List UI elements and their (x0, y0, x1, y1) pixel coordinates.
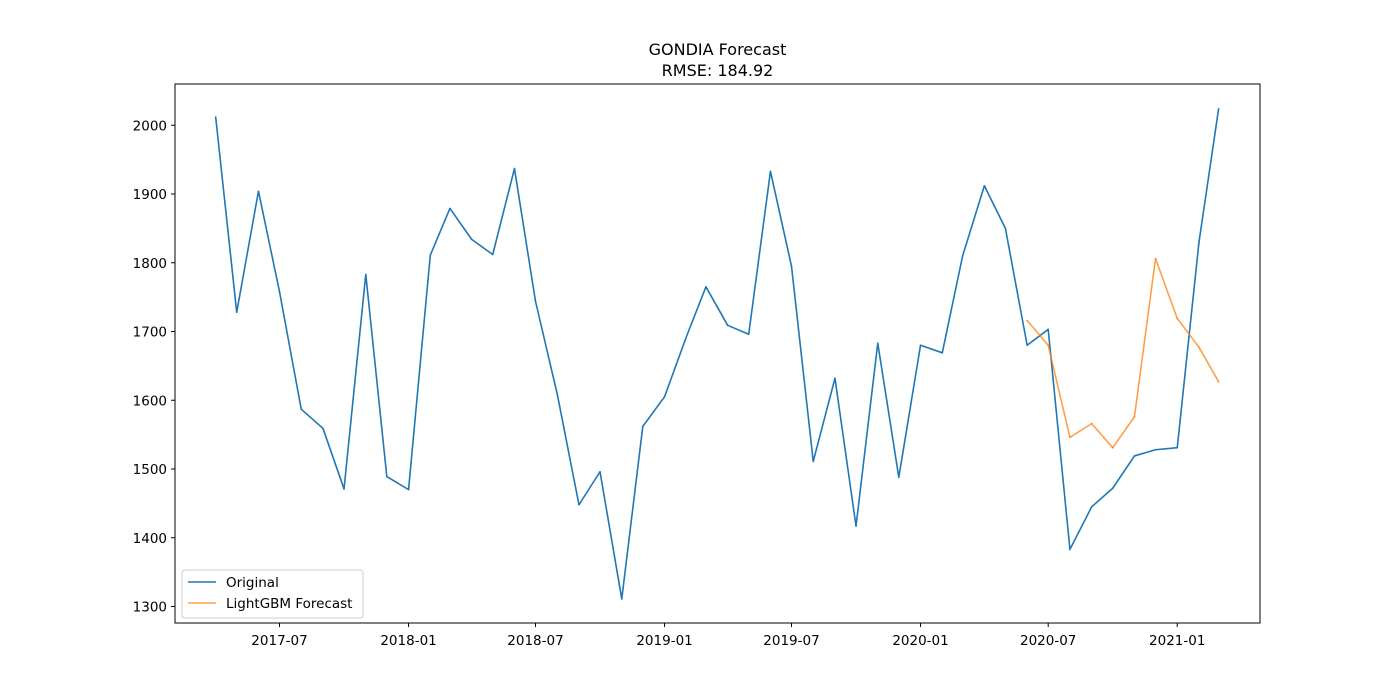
y-tick-label: 1500 (133, 462, 167, 478)
data-point (322, 427, 324, 430)
chart-subtitle: RMSE: 184.92 (662, 61, 774, 80)
x-tick-label: 2018-01 (380, 633, 436, 649)
legend-label: LightGBM Forecast (226, 596, 352, 612)
data-point (214, 116, 217, 118)
data-point (855, 525, 857, 527)
data-point (1047, 328, 1049, 331)
data-point (747, 333, 750, 336)
legend-label: Original (226, 575, 279, 591)
series-line-forecast (1026, 257, 1220, 449)
data-point (599, 470, 601, 473)
y-tick-label: 1300 (133, 600, 167, 616)
data-point (556, 393, 559, 395)
series-line-original (214, 108, 1220, 600)
data-point (685, 336, 688, 338)
y-tick-label: 1800 (133, 256, 167, 272)
data-point (898, 476, 900, 479)
data-point (386, 475, 388, 478)
data-point (1176, 317, 1179, 320)
y-tick-label: 1700 (133, 325, 167, 341)
y-tick-label: 1600 (133, 393, 167, 409)
data-point (1154, 257, 1157, 260)
data-point (429, 254, 432, 256)
data-point (449, 207, 451, 210)
x-tick-label: 2019-07 (763, 633, 819, 649)
data-point (278, 290, 281, 293)
data-point (1026, 344, 1028, 347)
legend-box (181, 569, 364, 619)
data-point (1176, 446, 1179, 449)
data-point (364, 273, 367, 276)
data-point (578, 503, 580, 506)
data-point (941, 352, 944, 354)
y-tick-label: 1400 (133, 531, 167, 547)
y-tick-label: 2000 (133, 118, 167, 134)
data-point (1090, 422, 1093, 425)
data-point (1133, 455, 1136, 457)
data-point (876, 342, 879, 344)
data-point (343, 488, 345, 490)
data-point (235, 311, 238, 314)
data-point (620, 598, 623, 600)
plot-frame (174, 83, 1261, 624)
data-point (834, 377, 836, 380)
data-point (1111, 487, 1114, 490)
data-point (1047, 344, 1049, 347)
data-point (1069, 548, 1071, 551)
data-point (1111, 446, 1114, 449)
data-point (812, 460, 815, 463)
legend: Original LightGBM Forecast (181, 569, 364, 619)
data-point (983, 184, 986, 187)
data-point (769, 170, 772, 173)
data-point (961, 255, 964, 257)
data-point (1217, 380, 1220, 383)
data-point (1069, 436, 1071, 439)
data-point (257, 190, 260, 193)
data-point (790, 265, 793, 267)
data-point (663, 396, 666, 398)
data-point (1198, 241, 1200, 243)
x-tick-label: 2020-07 (1020, 633, 1076, 649)
x-tick-label: 2021-01 (1149, 633, 1205, 649)
data-point (919, 344, 922, 347)
x-tick-label: 2018-07 (507, 633, 563, 649)
data-point (1198, 346, 1200, 349)
chart-title: GONDIA Forecast (649, 40, 787, 59)
data-point (1154, 448, 1157, 451)
data-point (470, 238, 473, 241)
x-tick-label: 2019-01 (636, 633, 692, 649)
data-point (407, 488, 410, 491)
y-tick-label: 1900 (133, 187, 167, 203)
data-point (1026, 319, 1028, 322)
data-point (491, 253, 494, 256)
x-tick-label: 2020-01 (892, 633, 948, 649)
data-point (513, 167, 516, 170)
data-point (726, 324, 729, 327)
plot-area (214, 107, 1220, 600)
data-point (705, 286, 707, 288)
x-tick-label: 2017-07 (251, 633, 307, 649)
data-point (534, 300, 537, 303)
data-point (1217, 107, 1220, 110)
axes: 2017-07 2018-01 2018-07 2019-01 2019-07 2020-… (133, 118, 1206, 649)
data-point (1004, 227, 1007, 230)
data-point (642, 425, 644, 428)
data-point (1090, 506, 1093, 508)
data-point (1133, 415, 1136, 418)
data-point (300, 408, 303, 410)
